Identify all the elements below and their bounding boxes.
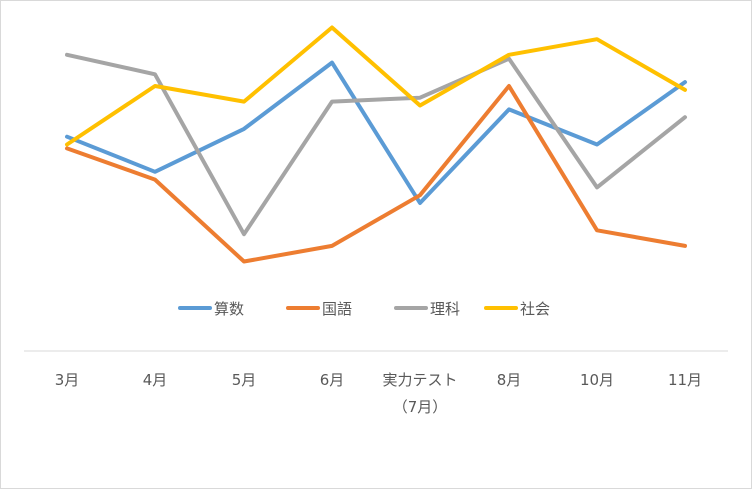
legend-label: 理科 (430, 300, 460, 318)
legend-label: 国語 (322, 300, 352, 318)
x-tick-label: 11月 (668, 371, 702, 389)
series-line-1 (65, 60, 687, 205)
series-line-4 (65, 25, 687, 147)
x-tick-label: 3月 (55, 371, 80, 389)
x-tick-label: 4月 (143, 371, 168, 389)
x-tick-label: 5月 (232, 371, 257, 389)
x-tick-label: 6月 (320, 371, 345, 389)
series-line-3 (65, 52, 687, 237)
legend-label: 算数 (214, 300, 244, 318)
x-tick-label: 実力テスト（7月） (382, 371, 457, 416)
series-line-2 (65, 84, 687, 264)
legend-label: 社会 (520, 300, 550, 318)
x-tick-label: 8月 (497, 371, 522, 389)
x-tick-label: 10月 (580, 371, 614, 389)
